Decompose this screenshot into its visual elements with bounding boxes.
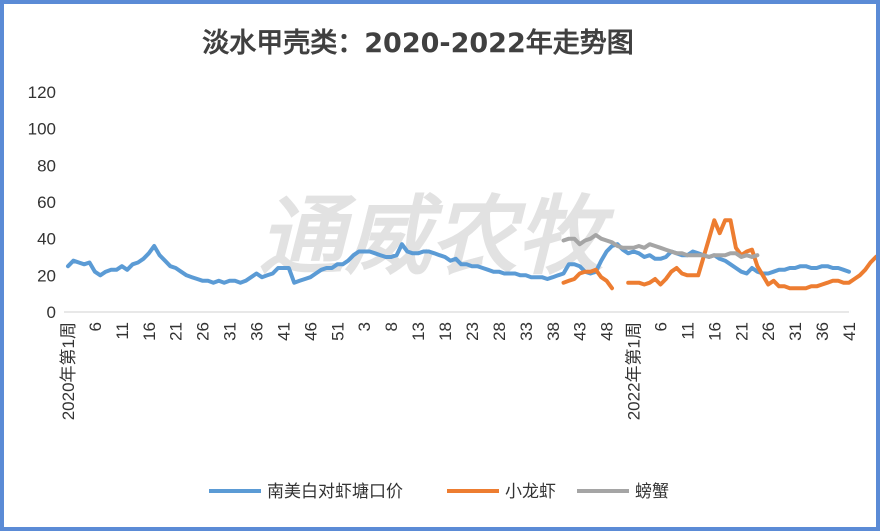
x-tick-label: 6	[86, 322, 105, 331]
x-tick-label: 2020年第1周	[59, 322, 78, 420]
x-tick-label: 16	[705, 322, 724, 341]
series-line-1	[561, 218, 876, 291]
x-tick-label: 28	[490, 322, 509, 341]
chart-canvas: 通威农牧 淡水甲壳类：2020-2022年走势图 0 20 40 60 80 100 120…	[28, 27, 876, 502]
y-tick-label: 80	[37, 156, 56, 175]
x-tick-label: 26	[759, 322, 778, 341]
y-tick-label: 40	[37, 230, 56, 249]
x-tick-label: 11	[113, 322, 132, 340]
x-tick-label: 6	[651, 322, 670, 331]
y-tick-label: 20	[37, 266, 56, 285]
x-tick-label: 13	[409, 322, 428, 341]
x-tick-label: 41	[840, 322, 859, 341]
y-axis: 0 20 40 60 80 100 120	[28, 83, 56, 322]
chart-title: 淡水甲壳类：2020-2022年走势图	[202, 27, 634, 59]
plot-area	[66, 218, 876, 291]
series-line-0	[66, 242, 851, 285]
x-tick-label: 11	[678, 322, 697, 340]
x-axis: 2020年第1周 6 11 16 21 26 31 36 41 46 51 3 8 13 18 23 28 33 3…	[59, 322, 859, 420]
y-tick-label: 120	[28, 83, 56, 102]
x-tick-label: 46	[301, 322, 320, 341]
x-tick-label: 16	[140, 322, 159, 341]
watermark: 通威农牧	[259, 187, 615, 287]
x-tick-label: 48	[598, 322, 617, 341]
x-tick-label: 18	[436, 322, 455, 341]
x-tick-label: 51	[328, 322, 347, 341]
series-line-2	[561, 233, 760, 259]
x-tick-label: 31	[221, 322, 240, 341]
x-tick-label: 38	[544, 322, 563, 341]
x-tick-label: 23	[463, 322, 482, 341]
x-tick-label: 21	[167, 322, 186, 341]
y-tick-label: 100	[28, 120, 56, 139]
x-tick-label: 8	[382, 322, 401, 331]
legend-label-1: 小龙虾	[505, 482, 556, 502]
x-tick-label: 31	[786, 322, 805, 341]
y-tick-label: 0	[47, 303, 56, 322]
legend: 南美白对虾塘口价 小龙虾 螃蟹	[209, 482, 669, 502]
x-tick-label: 26	[194, 322, 213, 341]
x-tick-label: 21	[732, 322, 751, 341]
y-tick-label: 60	[37, 193, 56, 212]
x-tick-label: 43	[571, 322, 590, 341]
x-tick-label: 36	[248, 322, 267, 341]
x-tick-label: 36	[813, 322, 832, 341]
x-tick-label: 3	[355, 322, 374, 331]
legend-label-2: 螃蟹	[635, 482, 669, 502]
x-tick-label: 41	[274, 322, 293, 341]
legend-label-0: 南美白对虾塘口价	[267, 482, 403, 502]
x-tick-label: 33	[517, 322, 536, 341]
x-tick-label: 2022年第1周	[625, 322, 644, 420]
